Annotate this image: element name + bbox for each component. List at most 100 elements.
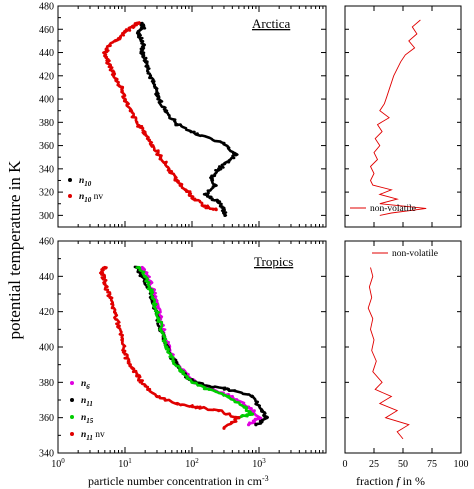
tropics-main-frame <box>57 240 327 454</box>
tropics_main-series-3-point <box>100 271 104 275</box>
arctica_main-series-0-point <box>222 141 226 145</box>
tropics_main-series-1-trace <box>133 265 269 426</box>
tropics_main-series-3-point <box>108 295 112 300</box>
arctica_main-ytick-label: 440 <box>39 48 54 59</box>
legend-n: n <box>81 430 86 440</box>
arctica_main-series-0-point <box>146 64 150 69</box>
legend-sub: 6 <box>86 383 90 391</box>
arctica_main-series-0-point <box>137 30 141 34</box>
tropics_main-series-1-point <box>254 423 258 427</box>
tropics_main-series-2-point <box>171 359 175 363</box>
tropics_main-series-3-point <box>195 405 199 409</box>
log-tick-exp: 2 <box>195 457 199 465</box>
arctica_main-series-1-point <box>202 204 206 208</box>
tropics_main-series-3-point <box>222 426 226 430</box>
arctica_main-series-0-point <box>163 109 167 113</box>
arctica_main-ytick-label: 360 <box>39 141 54 152</box>
arctica_main-series-0-point <box>140 21 144 25</box>
tropics_main-series-1-point <box>250 394 255 399</box>
legend-n: n <box>81 396 86 406</box>
arctica-legend-marker <box>68 194 72 198</box>
arctica_main-series-0-point <box>217 167 221 171</box>
arctica-fraction-legend-label: non-volatile <box>370 204 416 214</box>
arctica_main-ytick-label: 340 <box>39 164 54 175</box>
tropics-legend-marker <box>70 432 74 436</box>
tropics_main-ytick-label: 360 <box>39 413 54 424</box>
arctica_main-series-0-trace <box>135 22 239 217</box>
tropics-legend-label: n15 <box>81 413 94 425</box>
arctica_main-series-0-point <box>210 176 214 180</box>
log-tick-label: 103 <box>252 457 266 470</box>
legend-sub: 15 <box>86 417 94 425</box>
tropics_main-series-2-point <box>242 405 246 409</box>
legend-sub: 10 <box>84 180 92 188</box>
log-tick-label: 100 <box>51 457 65 470</box>
arctica_main-series-0-point <box>148 74 153 78</box>
axis-ticks: 3003203403603804004204404604803403603804… <box>39 2 469 471</box>
arctica_main-series-1-point <box>108 43 112 48</box>
tropics_main-series-3-point <box>103 281 107 285</box>
log-tick-label: 101 <box>118 457 132 470</box>
tropics_main-series-2-point <box>226 394 231 399</box>
arctica_main-series-1-point <box>214 208 218 212</box>
log-tick-exp: 3 <box>262 457 266 465</box>
arctica_main-series-1-point <box>128 109 132 113</box>
arctica_main-series-1-point <box>131 25 135 29</box>
legend-sub: 11 <box>86 400 93 408</box>
legend-n: n <box>81 413 86 423</box>
arctica-legend-label: n10 nv <box>79 192 103 204</box>
tropics_main-series-2-point <box>250 412 255 416</box>
tropics_main-series-3-point <box>143 384 147 388</box>
tropics-legend-label: n6 <box>81 379 90 391</box>
tropics_fraction-series-0-line <box>367 267 410 440</box>
tropics_main-series-3-point <box>155 394 159 399</box>
arctica_main-ytick-label: 320 <box>39 188 54 199</box>
chart-marks <box>99 19 427 440</box>
arctica_main-series-1-point <box>135 120 139 124</box>
tropics_main-series-3-point <box>128 363 132 367</box>
tropics-legend-marker <box>70 381 74 385</box>
x-axis-label-sup: -3 <box>262 474 269 483</box>
arctica_main-series-0-point <box>175 123 179 127</box>
fraction-xtick-label: 50 <box>398 459 408 470</box>
tropics_fraction-plot <box>367 267 410 440</box>
arctica_main-series-1-point <box>120 88 124 92</box>
arctica_main-series-1-point <box>193 197 197 201</box>
tropics_main-ytick-label: 460 <box>39 237 54 248</box>
x-axis-label: particle number concentration in cm-3 <box>88 474 269 488</box>
log-tick-base: 10 <box>185 459 195 470</box>
arctica_main-series-0-point <box>234 153 238 157</box>
x-axis-label-text: particle number concentration in cm <box>88 474 263 488</box>
arctica_main-series-0-point <box>138 37 142 41</box>
arctica_main-series-0-point <box>223 213 227 217</box>
arctica_main-series-0-point <box>195 132 199 136</box>
tropics_main-series-3-point <box>113 310 117 314</box>
arctica_main-ytick-label: 300 <box>39 211 54 222</box>
tropics_main-series-0-point <box>230 394 234 399</box>
tropics_main-series-2-point <box>180 370 184 374</box>
log-tick-base: 10 <box>252 459 262 470</box>
tropics_main-series-1-point <box>226 387 231 391</box>
legend-n: n <box>81 379 86 389</box>
arctica_main-series-1-point <box>106 60 110 64</box>
arctica_main-plot <box>102 21 239 217</box>
fraction-xlabel-post: in % <box>400 474 425 488</box>
legend-n: n <box>79 176 84 186</box>
legend-nv: nv <box>93 430 105 440</box>
tropics_main-series-2-point <box>153 303 157 307</box>
arctica_main-ytick-label: 380 <box>39 118 54 129</box>
arctica_main-ytick-label: 460 <box>39 25 54 36</box>
arctica_main-series-1-point <box>103 50 107 55</box>
arctica_main-series-0-point <box>204 192 208 196</box>
tropics_main-series-3-point <box>135 373 139 377</box>
fraction-xlabel-var: f <box>396 474 401 488</box>
arctica_main-series-0-point <box>153 85 157 89</box>
arctica_main-series-0-point <box>226 160 231 164</box>
log-tick-label: 102 <box>185 457 199 470</box>
tropics_main-ytick-label: 440 <box>39 272 54 283</box>
arctica_main-ytick-label: 480 <box>39 2 54 13</box>
fraction-xtick-label: 25 <box>369 459 379 470</box>
arctica_main-series-0-point <box>213 183 217 187</box>
tropics_main-series-1-point <box>260 409 264 413</box>
